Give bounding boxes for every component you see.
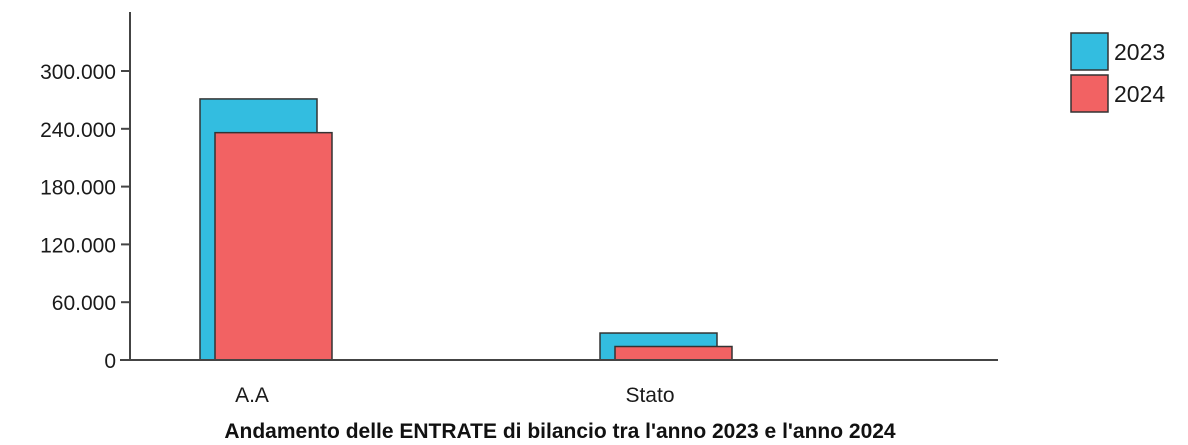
legend-label-2023: 2023 xyxy=(1114,39,1165,65)
y-tick-label: 60.000 xyxy=(52,292,116,315)
chart-title: Andamento delle ENTRATE di bilancio tra … xyxy=(224,420,896,443)
y-tick-label: 120.000 xyxy=(40,234,116,257)
x-axis-category-labels: A.A Stato xyxy=(235,384,674,407)
bar-2024-aa xyxy=(214,131,333,361)
x-category-label: A.A xyxy=(235,384,269,407)
legend-swatch-2024 xyxy=(1070,74,1109,113)
legend: 2023 2024 xyxy=(1070,32,1165,113)
legend-label-2024: 2024 xyxy=(1114,81,1165,107)
legend-swatch-2023 xyxy=(1070,32,1109,71)
y-tick-label: 180.000 xyxy=(40,177,116,200)
y-tick-label: 240.000 xyxy=(40,119,116,142)
x-category-label: Stato xyxy=(625,384,674,407)
y-tick-label: 300.000 xyxy=(40,61,116,84)
y-tick-label: 0 xyxy=(104,350,116,373)
y-axis-ticks: 0 60.000 120.000 180.000 240.000 300.000 xyxy=(40,61,130,373)
bars xyxy=(199,98,733,361)
bar-2024-stato xyxy=(614,345,733,361)
